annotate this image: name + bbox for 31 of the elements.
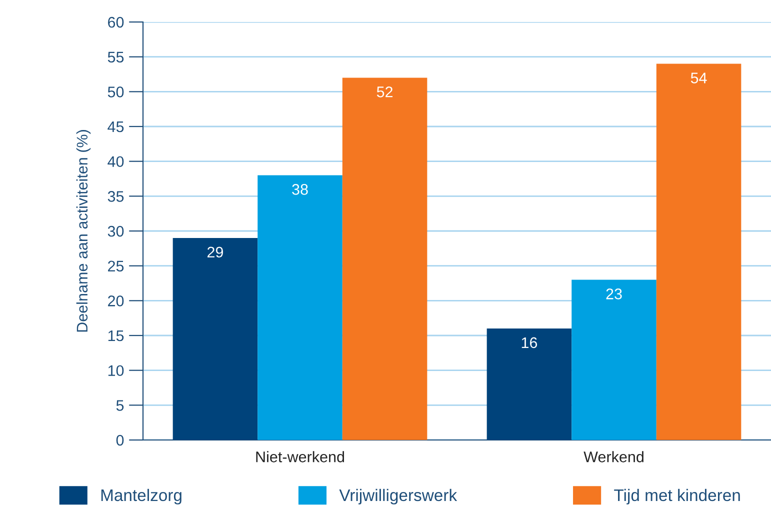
y-axis-title: Deelname aan activiteiten (%) (76, 130, 91, 332)
data-label: 23 (606, 288, 622, 300)
bar (572, 280, 656, 440)
data-label: 54 (690, 72, 707, 84)
y-tick-label: 55 (108, 52, 124, 63)
y-tick-label: 35 (108, 191, 124, 202)
x-tick-label: Niet-werkend (256, 451, 344, 462)
bar (342, 78, 428, 440)
legend-label: Vrijwilligerswerk (339, 488, 458, 504)
data-label: 16 (522, 337, 538, 348)
bar (656, 64, 742, 440)
y-tick-label: 10 (108, 365, 124, 376)
x-tick-label: Werkend (584, 451, 644, 462)
data-label: 52 (376, 86, 393, 98)
y-tick-label: 0 (116, 434, 124, 446)
y-tick-label: 40 (108, 156, 124, 168)
legend-label: Tijd met kinderen (614, 488, 740, 504)
y-tick-label: 5 (116, 400, 124, 411)
y-tick-label: 25 (108, 260, 124, 272)
y-tick-label: 30 (108, 226, 124, 237)
bar (172, 238, 258, 440)
y-tick-label: 15 (108, 330, 124, 342)
data-label: 38 (292, 184, 308, 195)
y-tick-label: 50 (108, 86, 124, 98)
bar (486, 328, 572, 440)
y-tick-label: 60 (108, 16, 124, 28)
y-tick-label: 45 (108, 122, 124, 132)
legend-label: Mantelzorg (101, 488, 182, 504)
data-label: 29 (207, 246, 223, 258)
bar (258, 175, 342, 440)
y-tick-label: 20 (108, 296, 124, 306)
